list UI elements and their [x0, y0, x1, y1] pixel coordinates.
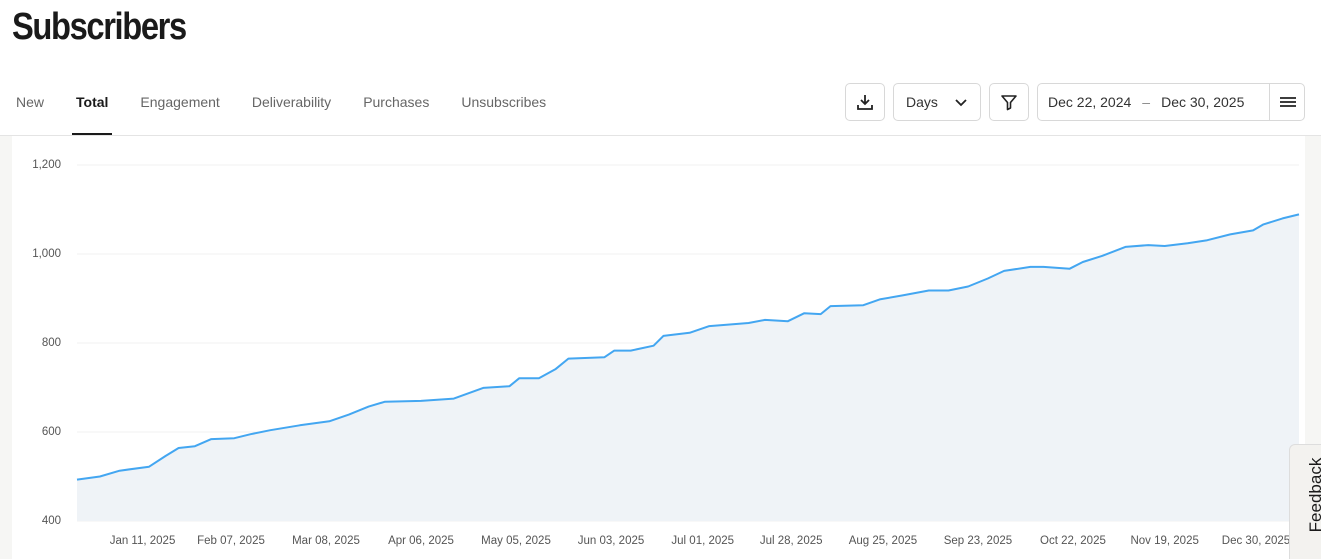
y-tick-label: 400	[42, 515, 61, 527]
filter-icon	[1001, 95, 1017, 111]
tab[interactable]: Deliverability	[251, 94, 332, 110]
download-icon	[857, 95, 873, 110]
x-tick-label: Jul 01, 2025	[671, 535, 734, 547]
x-tick-label: Jul 28, 2025	[760, 535, 823, 547]
tab[interactable]: Unsubscribes	[461, 94, 547, 110]
tab[interactable]: New	[16, 94, 45, 110]
x-tick-label: Apr 06, 2025	[388, 535, 454, 547]
y-tick-label: 1,000	[32, 248, 61, 260]
menu-icon[interactable]	[1279, 95, 1297, 109]
chevron-icon	[955, 99, 967, 107]
x-tick-label: Dec 30, 2025	[1222, 535, 1290, 547]
x-tick-label: Nov 19, 2025	[1130, 535, 1198, 547]
y-tick-label: 1,200	[32, 159, 61, 171]
line	[76, 213, 1300, 481]
y-tick-label: 800	[42, 337, 61, 349]
x-tick-label: Jun 03, 2025	[578, 535, 645, 547]
interval-label: Days	[906, 94, 938, 110]
date-range[interactable]: Dec 22, 2024 – Dec 30, 2025	[1037, 83, 1305, 121]
filter-button[interactable]	[989, 83, 1029, 121]
tab[interactable]: Purchases	[363, 94, 430, 110]
feedback-label: Feedback	[1306, 457, 1321, 533]
x-tick-label: Feb 07, 2025	[197, 535, 265, 547]
feedback-tab[interactable]: Feedback	[1289, 444, 1321, 559]
area	[77, 214, 1299, 521]
tab[interactable]: Engagement	[140, 94, 220, 110]
tab-bar: New Total Engagement Deliverability Purchase…	[0, 84, 562, 135]
x-tick-label: May 05, 2025	[481, 535, 551, 547]
download-button[interactable]	[845, 83, 885, 121]
x-tick-label: Sep 23, 2025	[944, 535, 1012, 547]
x-tick-label: Jan 11, 2025	[110, 535, 176, 547]
tab[interactable]: Total	[60, 84, 124, 135]
x-tick-label: Oct 22, 2025	[1040, 535, 1106, 547]
chart: 400 600 800 1,000 1,200 Jan 11, 2025 Feb 07, 2…	[12, 136, 1305, 559]
y-tick-label: 600	[42, 426, 61, 438]
date-start: Dec 22, 2024	[1048, 94, 1132, 110]
x-tick-label: Mar 08, 2025	[292, 535, 360, 547]
divider	[0, 135, 1321, 136]
page-title: Subscribers	[12, 6, 187, 48]
x-tick-label: Aug 25, 2025	[849, 535, 917, 547]
date-end: Dec 30, 2025	[1161, 94, 1245, 110]
date-separator: –	[1142, 94, 1151, 110]
separator	[1269, 84, 1270, 120]
interval-select[interactable]: Days	[893, 83, 981, 121]
